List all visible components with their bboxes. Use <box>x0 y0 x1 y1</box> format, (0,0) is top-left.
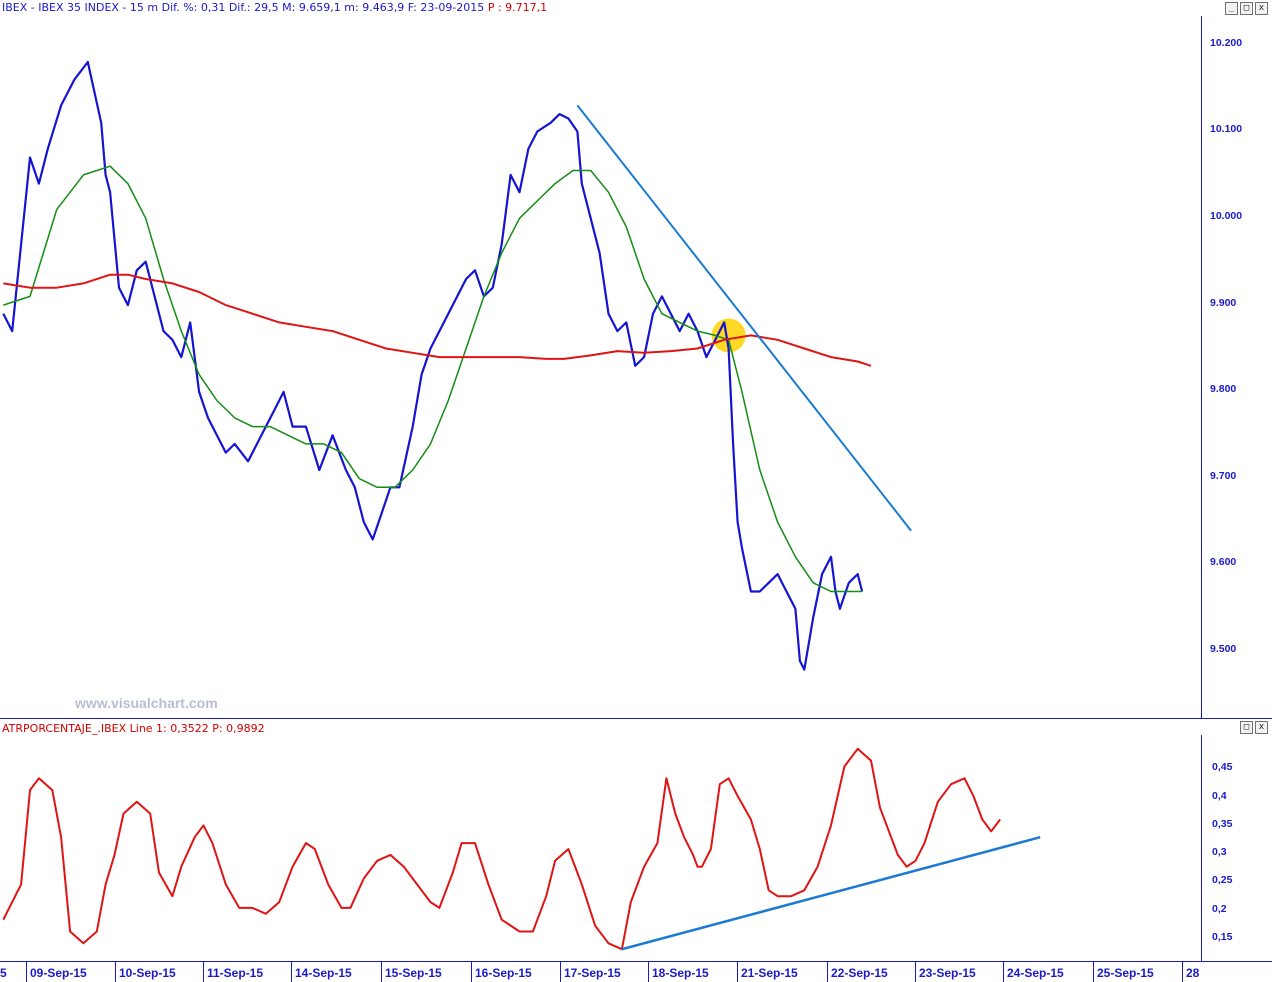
atr-ytick: 0,15 <box>1212 931 1233 943</box>
date-label: 21-Sep-15 <box>741 966 798 980</box>
maximize-button[interactable]: □ <box>1240 721 1253 734</box>
atr-ytick: 0,45 <box>1212 761 1233 773</box>
date-label: 5 <box>0 966 7 980</box>
price-panel-title-last: P : 9.717,1 <box>487 1 548 14</box>
price-panel-title-text: IBEX - IBEX 35 INDEX - 15 m Dif. %: 0,31… <box>2 1 485 14</box>
atr-panel-title-text: ATRPORCENTAJE_.IBEX Line 1: 0,3522 P: 0,… <box>2 722 265 735</box>
date-label: 18-Sep-15 <box>652 966 709 980</box>
atr-chart-plot[interactable] <box>0 719 1200 962</box>
date-label: 10-Sep-15 <box>119 966 176 980</box>
date-label: 11-Sep-15 <box>207 966 264 980</box>
price-ytick: 10.200 <box>1210 37 1243 49</box>
long-moving-average-line <box>3 273 872 367</box>
date-separator <box>203 962 204 982</box>
date-axis: 5 09-Sep-15 10-Sep-15 11-Sep-15 14-Sep-1… <box>0 961 1272 982</box>
atr-ytick: 0,35 <box>1212 818 1233 830</box>
maximize-button[interactable]: □ <box>1240 2 1253 15</box>
short-moving-average-line <box>3 165 863 593</box>
date-separator <box>648 962 649 982</box>
atr-panel-title: ATRPORCENTAJE_.IBEX Line 1: 0,3522 P: 0,… <box>0 721 265 737</box>
price-ytick: 10.100 <box>1210 123 1243 135</box>
atr-y-axis-line <box>1201 735 1202 962</box>
atr-percentage-line <box>2 747 1001 951</box>
price-ytick: 9.800 <box>1210 383 1237 395</box>
date-label: 14-Sep-15 <box>295 966 352 980</box>
price-ytick: 10.000 <box>1210 210 1243 222</box>
price-panel-window-buttons: _ □ x <box>1225 2 1268 15</box>
price-trendline <box>576 104 912 532</box>
atr-panel-window-buttons: □ x <box>1240 721 1268 734</box>
price-ytick: 9.900 <box>1210 297 1237 309</box>
date-separator <box>115 962 116 982</box>
watermark-text: www.visualchart.com <box>75 695 218 711</box>
date-separator <box>291 962 292 982</box>
atr-ytick: 0,2 <box>1212 903 1227 915</box>
price-series-line <box>2 60 864 671</box>
highlight-circle-marker <box>711 318 746 353</box>
date-label: 25-Sep-15 <box>1097 966 1154 980</box>
atr-ytick: 0,25 <box>1212 874 1233 886</box>
date-label: 16-Sep-15 <box>475 966 532 980</box>
date-label: 23-Sep-15 <box>919 966 976 980</box>
atr-ytick: 0,4 <box>1212 790 1227 802</box>
minimize-button[interactable]: _ <box>1225 2 1238 15</box>
price-chart-plot[interactable] <box>0 0 1200 718</box>
date-separator <box>26 962 27 982</box>
close-button[interactable]: x <box>1255 2 1268 15</box>
date-label: 15-Sep-15 <box>385 966 442 980</box>
date-separator <box>915 962 916 982</box>
date-separator <box>471 962 472 982</box>
date-separator <box>827 962 828 982</box>
date-label: 17-Sep-15 <box>564 966 621 980</box>
date-separator <box>560 962 561 982</box>
date-label: 28 <box>1186 966 1200 980</box>
date-separator <box>1182 962 1183 982</box>
price-chart-panel[interactable]: IBEX - IBEX 35 INDEX - 15 m Dif. %: 0,31… <box>0 0 1272 718</box>
date-separator <box>381 962 382 982</box>
date-separator <box>737 962 738 982</box>
date-separator <box>1093 962 1094 982</box>
date-label: 22-Sep-15 <box>831 966 888 980</box>
price-panel-title: IBEX - IBEX 35 INDEX - 15 m Dif. %: 0,31… <box>0 0 547 16</box>
price-ytick: 9.700 <box>1210 470 1237 482</box>
date-separator <box>1003 962 1004 982</box>
price-ytick: 9.600 <box>1210 556 1237 568</box>
date-label: 24-Sep-15 <box>1007 966 1064 980</box>
price-ytick: 9.500 <box>1210 643 1237 655</box>
date-label: 09-Sep-15 <box>30 966 87 980</box>
atr-indicator-panel[interactable]: ATRPORCENTAJE_.IBEX Line 1: 0,3522 P: 0,… <box>0 718 1272 962</box>
price-y-axis-line <box>1201 16 1202 718</box>
close-button[interactable]: x <box>1255 721 1268 734</box>
atr-ytick: 0,3 <box>1212 846 1227 858</box>
atr-trendline <box>621 835 1041 951</box>
